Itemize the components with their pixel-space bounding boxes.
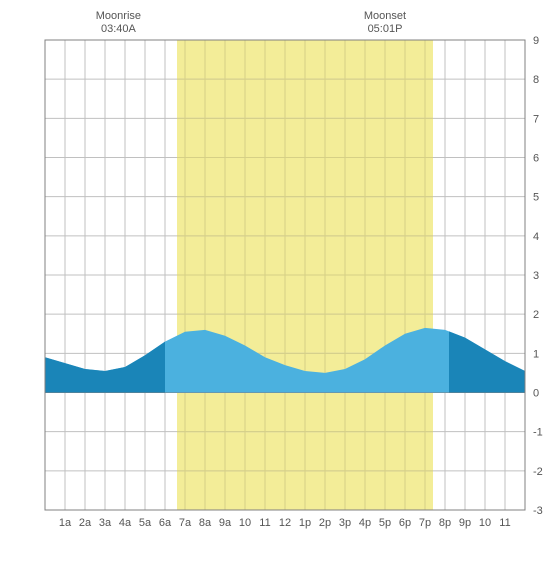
moonrise-label: Moonrise 03:40A — [88, 10, 148, 36]
svg-text:2: 2 — [533, 309, 539, 321]
svg-text:11: 11 — [259, 517, 270, 529]
svg-text:5: 5 — [533, 192, 539, 204]
svg-text:-1: -1 — [533, 427, 543, 439]
tide-chart: Moonrise 03:40A Moonset 05:01P -3-2-1012… — [10, 10, 540, 560]
svg-text:10: 10 — [479, 517, 491, 529]
chart-svg: -3-2-101234567891a2a3a4a5a6a7a8a9a101112… — [10, 10, 550, 560]
svg-text:1a: 1a — [59, 517, 72, 529]
svg-text:3p: 3p — [339, 517, 351, 529]
svg-text:9a: 9a — [219, 517, 232, 529]
svg-text:8p: 8p — [439, 517, 451, 529]
svg-text:-2: -2 — [533, 466, 543, 478]
svg-text:2p: 2p — [319, 517, 331, 529]
svg-text:5a: 5a — [139, 517, 152, 529]
svg-text:7a: 7a — [179, 517, 192, 529]
svg-text:9p: 9p — [459, 517, 471, 529]
svg-text:10: 10 — [239, 517, 251, 529]
svg-text:11: 11 — [499, 517, 510, 529]
svg-text:3: 3 — [533, 270, 539, 282]
svg-text:1p: 1p — [299, 517, 311, 529]
moonset-label: Moonset 05:01P — [355, 10, 415, 36]
svg-text:5p: 5p — [379, 517, 391, 529]
moonset-time: 05:01P — [355, 23, 415, 36]
svg-text:6: 6 — [533, 153, 539, 165]
svg-text:4a: 4a — [119, 517, 132, 529]
svg-text:4: 4 — [533, 231, 539, 243]
svg-text:2a: 2a — [79, 517, 92, 529]
svg-text:7p: 7p — [419, 517, 431, 529]
svg-text:6p: 6p — [399, 517, 411, 529]
svg-text:3a: 3a — [99, 517, 112, 529]
svg-text:0: 0 — [533, 388, 539, 400]
moonset-title: Moonset — [355, 10, 415, 23]
svg-text:7: 7 — [533, 113, 539, 125]
svg-text:9: 9 — [533, 35, 539, 47]
svg-text:4p: 4p — [359, 517, 371, 529]
svg-text:1: 1 — [533, 348, 539, 360]
moonrise-time: 03:40A — [88, 23, 148, 36]
svg-text:8: 8 — [533, 74, 539, 86]
svg-text:-3: -3 — [533, 505, 543, 517]
svg-text:12: 12 — [279, 517, 291, 529]
svg-text:6a: 6a — [159, 517, 172, 529]
svg-text:8a: 8a — [199, 517, 212, 529]
moonrise-title: Moonrise — [88, 10, 148, 23]
